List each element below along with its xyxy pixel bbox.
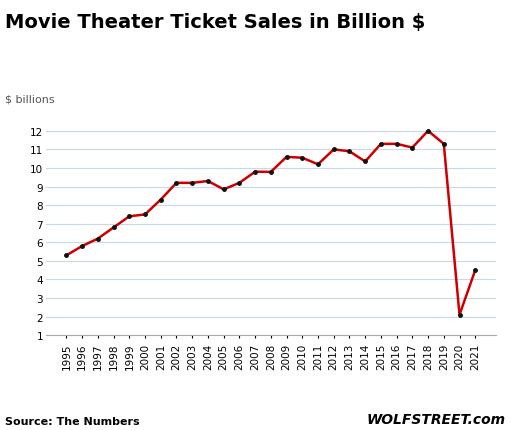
- Text: $ billions: $ billions: [5, 95, 55, 104]
- Text: Movie Theater Ticket Sales in Billion $: Movie Theater Ticket Sales in Billion $: [5, 13, 426, 32]
- Text: Source: The Numbers: Source: The Numbers: [5, 416, 140, 426]
- Text: WOLFSTREET.com: WOLFSTREET.com: [367, 412, 506, 426]
